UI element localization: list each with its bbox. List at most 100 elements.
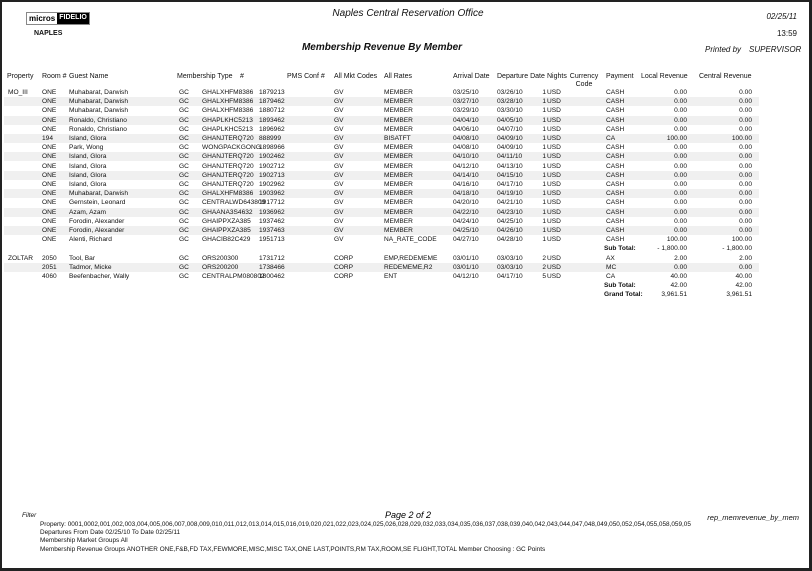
cell-local: 0.00: [674, 107, 687, 115]
cell-mkt: CORP: [334, 254, 354, 262]
col-currency: Currency Code: [569, 73, 599, 88]
cell-guest: Ronaldo, Christiano: [69, 116, 127, 124]
cell-departure: 04/11/10: [497, 153, 523, 161]
total-label: Sub Total:: [604, 282, 636, 290]
cell-mtype: GC: [179, 208, 189, 216]
cell-pms: 1731712: [259, 254, 285, 262]
cell-mtype: GC: [179, 190, 189, 198]
cell-rates: MEMBER: [384, 181, 413, 188]
cell-rates: MEMBER: [384, 208, 413, 216]
cell-pms: 1879213: [259, 89, 285, 96]
table-row: ONE Muhabarat, Darwish GC GHALXHFM8386 19039…: [4, 189, 759, 199]
cell-nights: 5: [542, 273, 546, 280]
cell-num: GHACIB82C429: [202, 236, 251, 244]
col-central-revenue: Central Revenue: [699, 73, 752, 80]
cell-rates: MEMBER: [384, 107, 413, 115]
cell-central: 0.00: [739, 208, 752, 216]
cell-payment: CASH: [606, 98, 625, 106]
center-title: Naples Central Reservation Office: [332, 8, 484, 19]
cell-mkt: GV: [334, 144, 344, 152]
cell-mkt: GV: [334, 125, 344, 133]
cell-rates: MEMBER: [384, 144, 413, 152]
cell-num: WONGPACKGONG: [202, 144, 261, 152]
total-local: 3,961.51: [661, 291, 687, 299]
cell-central: 0.00: [739, 98, 752, 106]
col-arrival: Arrival Date: [453, 73, 490, 80]
logo-text: micros: [27, 13, 58, 24]
cell-currency: USD: [547, 254, 561, 262]
cell-room: ONE: [42, 144, 57, 152]
filter-market-groups: Membership Market Groups All: [40, 537, 128, 544]
cell-guest: Ronaldo, Christiano: [69, 125, 127, 133]
table-row: ONE Island, Glora GC GHANJTERQ720 1902462 GV M…: [4, 152, 759, 162]
cell-payment: CASH: [606, 107, 625, 115]
cell-room: ONE: [42, 181, 57, 188]
cell-local: 0.00: [674, 125, 687, 133]
cell-rates: EMP,REDEMEME: [384, 254, 438, 262]
cell-currency: USD: [547, 116, 561, 124]
printed-by-label: Printed by: [705, 45, 742, 54]
cell-guest: Beefenbacher, Wally: [69, 273, 130, 280]
col-membership-type: Membership Type: [177, 73, 233, 80]
cell-payment: CASH: [606, 181, 625, 188]
cell-num: GHANJTERQ720: [202, 162, 254, 170]
cell-departure: 04/26/10: [497, 227, 523, 234]
cell-mtype: GC: [179, 227, 189, 234]
table-row: ONE Muhabarat, Darwish GC GHALXHFM8386 18807…: [4, 106, 759, 115]
cell-central: 0.00: [739, 171, 752, 179]
cell-num: GHALXHFM8386: [202, 107, 254, 115]
cell-nights: 1: [542, 171, 546, 179]
cell-num: GHAIPPXZA385: [202, 227, 251, 234]
cell-pms: 1917712: [259, 199, 285, 207]
cell-nights: 2: [542, 254, 546, 262]
cell-local: 0.00: [674, 171, 687, 179]
cell-central: 0.00: [739, 153, 752, 161]
report-date: 02/25/11: [766, 12, 797, 21]
cell-central: 0.00: [739, 190, 752, 198]
cell-local: 100.00: [666, 135, 687, 142]
cell-room: ONE: [42, 116, 57, 124]
cell-nights: 1: [542, 125, 546, 133]
cell-departure: 03/03/10: [497, 254, 523, 262]
total-central: 3,961.51: [726, 291, 752, 299]
cell-local: 40.00: [670, 273, 687, 280]
col-local-revenue: Local Revenue: [641, 73, 688, 80]
cell-mkt: GV: [334, 199, 344, 207]
cell-departure: 04/19/10: [497, 190, 523, 198]
cell-num: GHANJTERQ720: [202, 171, 254, 179]
cell-arrival: 04/08/10: [453, 135, 479, 142]
cell-departure: 03/03/10: [497, 263, 523, 271]
table-row: ONE Island, Glora GC GHANJTERQ720 1902712 GV M…: [4, 162, 759, 171]
cell-nights: 1: [542, 181, 546, 188]
cell-payment: CASH: [606, 144, 625, 152]
cell-num: GHAANA3S4632: [202, 208, 253, 216]
cell-currency: USD: [547, 273, 561, 280]
cell-property: MO_III: [8, 89, 28, 96]
cell-mkt: GV: [334, 135, 344, 142]
cell-guest: Island, Glora: [69, 135, 107, 142]
cell-arrival: 03/01/10: [453, 254, 479, 262]
cell-arrival: 03/29/10: [453, 107, 479, 115]
cell-num: GHANJTERQ720: [202, 135, 254, 142]
cell-local: 0.00: [674, 181, 687, 188]
cell-nights: 2: [542, 263, 546, 271]
cell-guest: Tool, Bar: [69, 254, 96, 262]
cell-pms: 1898966: [259, 144, 285, 152]
cell-guest: Gernstein, Leonard: [69, 199, 126, 207]
cell-central: 0.00: [739, 263, 752, 271]
cell-room: ONE: [42, 208, 57, 216]
cell-pms: 888999: [259, 135, 282, 142]
cell-pms: 1902462: [259, 153, 285, 161]
cell-rates: MEMBER: [384, 153, 413, 161]
cell-nights: 1: [542, 217, 546, 225]
cell-central: 40.00: [735, 273, 752, 280]
cell-rates: MEMBER: [384, 89, 413, 96]
cell-guest: Muhabarat, Darwish: [69, 89, 129, 96]
cell-pms: 1879462: [259, 98, 285, 106]
cell-mtype: GC: [179, 107, 189, 115]
cell-mkt: GV: [334, 227, 344, 234]
table-row: MO_III ONE Muhabarat, Darwish GC GHALXHFM838…: [4, 88, 759, 97]
cell-currency: USD: [547, 263, 561, 271]
cell-currency: USD: [547, 135, 561, 142]
cell-rates: MEMBER: [384, 162, 413, 170]
